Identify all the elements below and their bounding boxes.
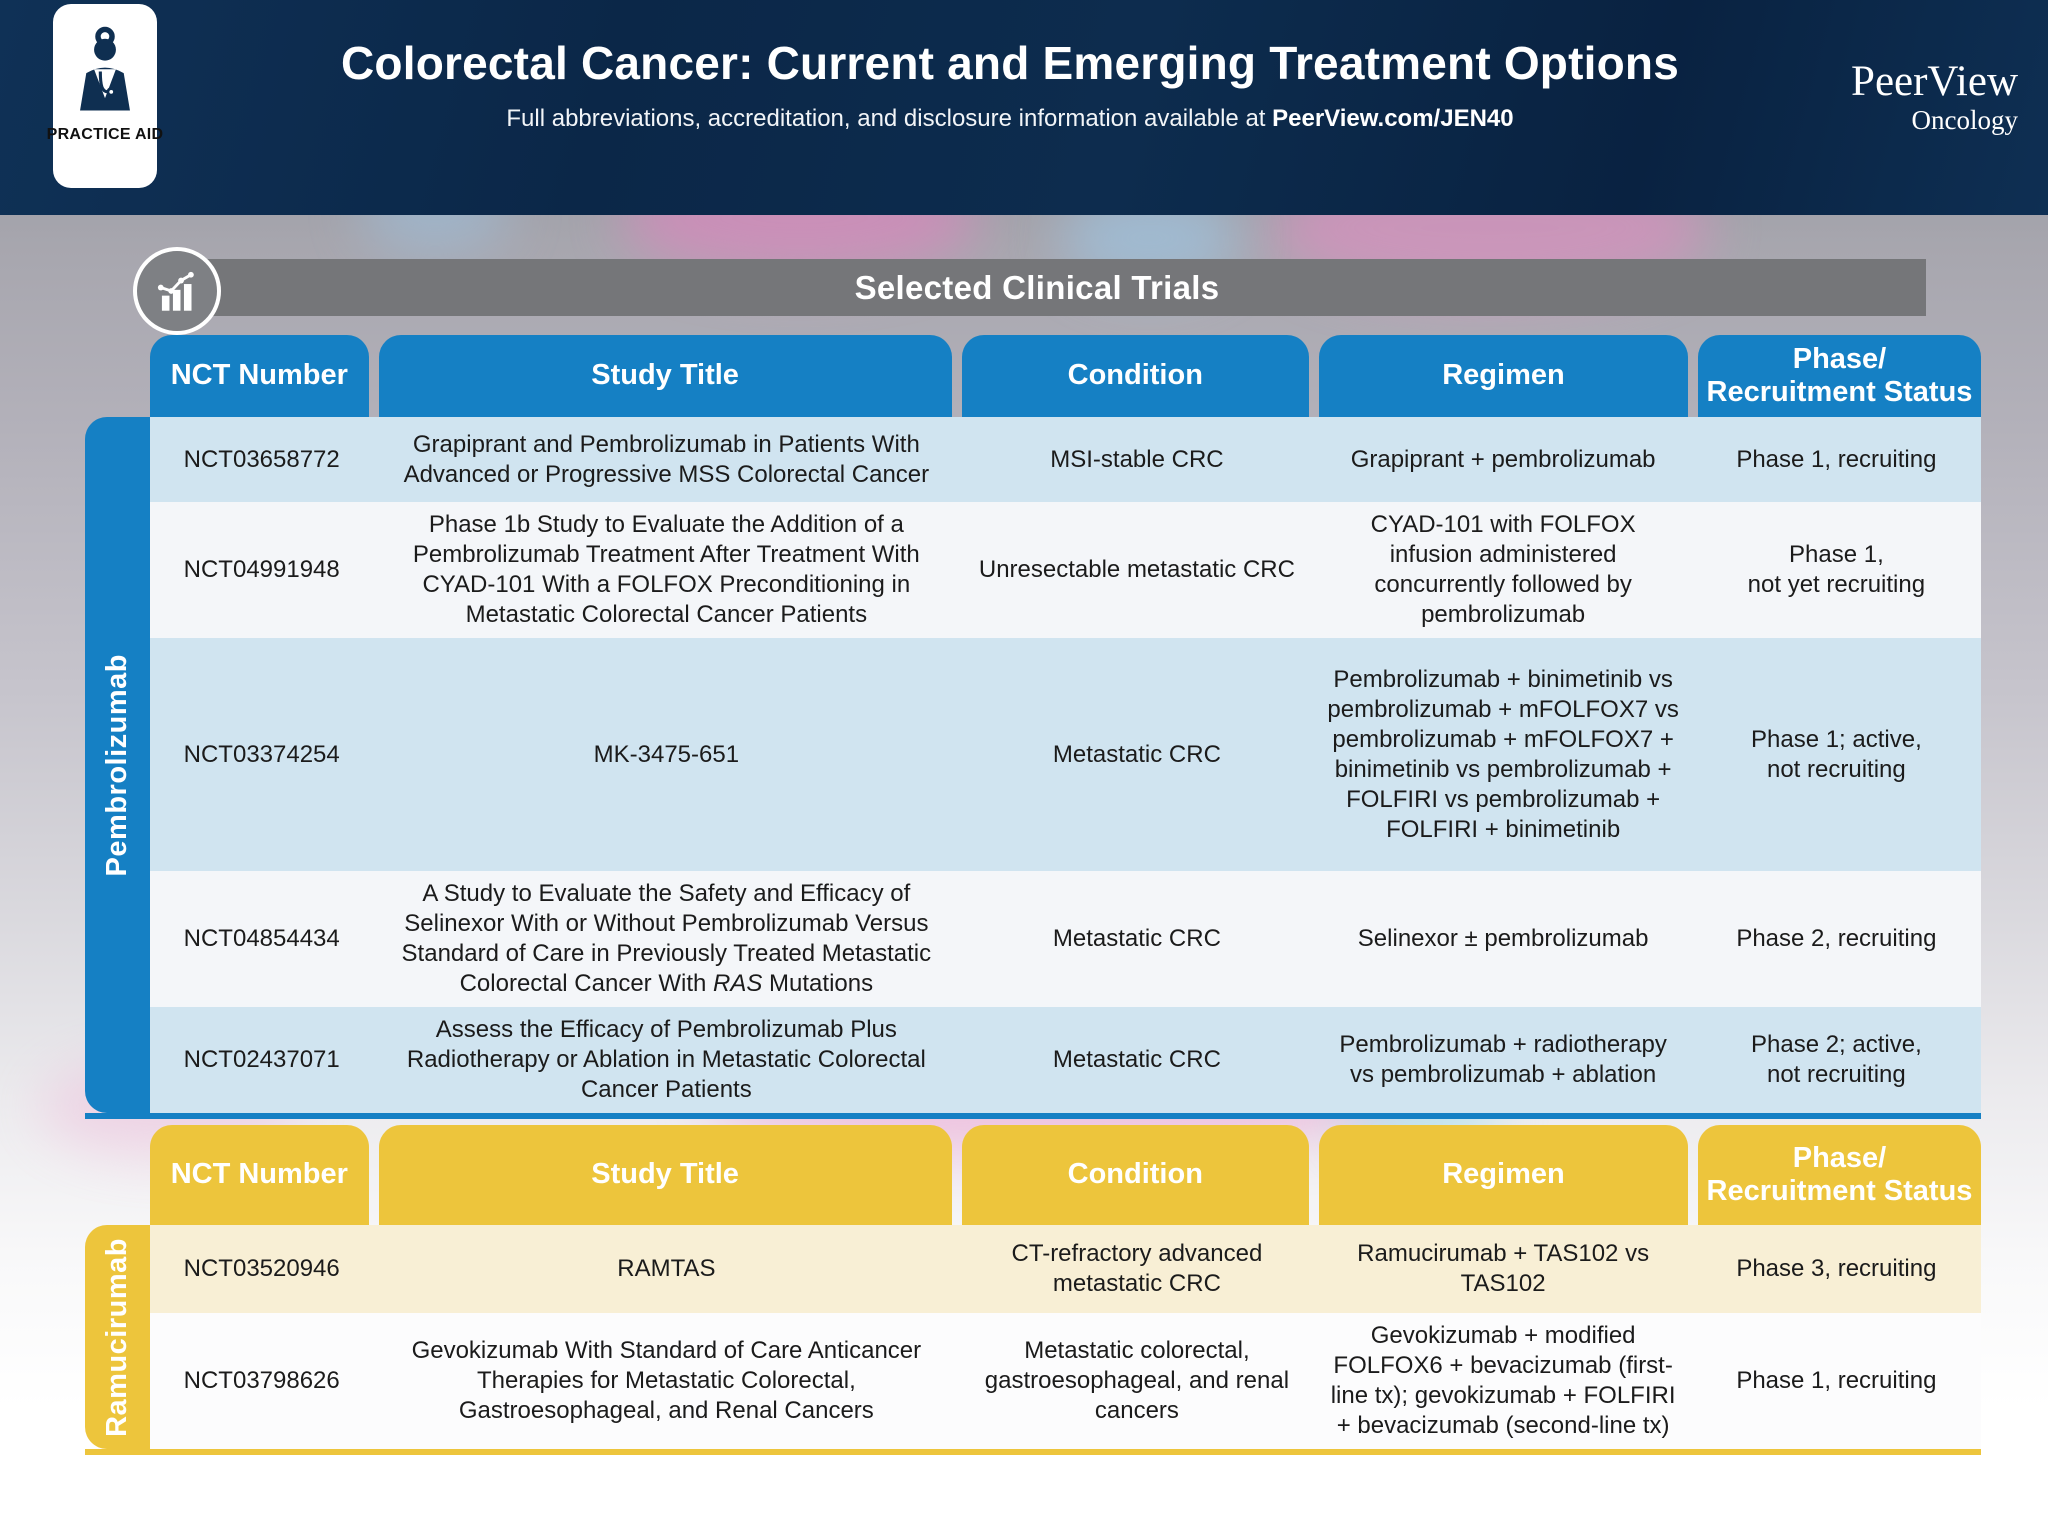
column-header-phase-status: Phase/ Recruitment Status — [1697, 1125, 1982, 1225]
phase-header-line1: Phase/ — [1792, 1141, 1887, 1174]
column-header-condition: Condition — [961, 1125, 1310, 1225]
table-header-row: NCT Number Study Title Condition Regimen… — [150, 1125, 1982, 1225]
column-header-nct-number: NCT Number — [150, 335, 369, 417]
group-label-pembrolizumab: Pembrolizumab — [85, 417, 150, 1113]
cell-regimen: Selinexor ± pembrolizumab — [1357, 925, 1649, 952]
cell-nct: NCT04991948 — [183, 556, 340, 583]
subtitle-link[interactable]: PeerView.com/JEN40 — [1272, 104, 1514, 132]
brand-subtitle: Oncology — [1911, 105, 2018, 135]
table-row: NCT03374254 MK-3475-651 Metastatic CRC P… — [150, 638, 1981, 871]
cell-phase-status: Phase 1, recruiting — [1736, 445, 1937, 473]
cell-study-title: Assess the Efficacy of Pembrolizumab Plu… — [406, 1016, 926, 1103]
doctor-stethoscope-icon — [80, 26, 130, 111]
header-titles: Colorectal Cancer: Current and Emerging … — [250, 38, 1770, 133]
column-header-regimen: Regimen — [1319, 335, 1688, 417]
table-row: NCT04991948 Phase 1b Study to Evaluate t… — [150, 502, 1981, 638]
cell-condition: Metastatic CRC — [1052, 740, 1221, 768]
table-row: NCT03520946 RAMTAS CT-refractory advance… — [150, 1225, 1981, 1313]
brand-name: PeerView — [1851, 58, 2018, 105]
cell-regimen: Grapiprant + pembrolizumab — [1350, 445, 1656, 473]
section-title: Selected Clinical Trials — [854, 268, 1220, 306]
cell-study-title: RAMTAS — [617, 1255, 716, 1282]
cell-condition: CT-refractory advanced metastatic CRC — [1011, 1240, 1263, 1297]
phase-header-line2: Recruitment Status — [1706, 376, 1973, 408]
study-title-gene: RAS — [713, 970, 763, 997]
column-header-phase-status: Phase/ Recruitment Status — [1697, 335, 1982, 417]
cell-regimen: Ramucirumab + TAS102 vs TAS102 — [1357, 1240, 1650, 1297]
cell-phase-status: Phase 2; active, not recruiting — [1750, 1031, 1922, 1088]
cell-phase-status: Phase 2, recruiting — [1736, 925, 1937, 952]
cell-condition: Metastatic CRC — [1052, 925, 1221, 952]
column-header-condition: Condition — [961, 335, 1310, 417]
section-banner: Selected Clinical Trials — [148, 259, 1926, 316]
trials-table-pembrolizumab: NCT Number Study Title Condition Regimen… — [85, 335, 1982, 1119]
study-title-text: Mutations — [762, 970, 874, 997]
cell-nct: NCT03658772 — [183, 445, 340, 473]
cell-nct: NCT04854434 — [183, 925, 340, 952]
cell-regimen: Gevokizumab + modified FOLFOX6 + bevaciz… — [1330, 1322, 1676, 1439]
cell-nct: NCT03374254 — [183, 740, 340, 768]
cell-regimen: Pembrolizumab + radiotherapy vs pembroli… — [1339, 1031, 1667, 1088]
cell-nct: NCT03798626 — [183, 1367, 340, 1394]
table-row: NCT04854434 A Study to Evaluate the Safe… — [150, 871, 1981, 1007]
practice-aid-badge: PRACTICE AID — [47, 4, 163, 188]
column-header-nct-number: NCT Number — [150, 1125, 369, 1225]
column-header-study-title: Study Title — [378, 1125, 952, 1225]
table-header-row: NCT Number Study Title Condition Regimen… — [150, 335, 1982, 417]
brand-logo: PeerView Oncology — [1851, 60, 2018, 134]
group-label-ramucirumab: Ramucirumab — [85, 1225, 150, 1449]
column-header-regimen: Regimen — [1319, 1125, 1688, 1225]
table-bottom-border — [85, 1113, 1981, 1119]
cell-regimen: Pembrolizumab + binimetinib vs pembroliz… — [1327, 665, 1679, 843]
cell-phase-status: Phase 1; active, not recruiting — [1750, 725, 1922, 783]
cell-nct: NCT02437071 — [183, 1046, 340, 1073]
cell-condition: Metastatic colorectal, gastroesophageal,… — [984, 1337, 1290, 1424]
cell-study-title: A Study to Evaluate the Safety and Effic… — [373, 871, 959, 1007]
page-subtitle: Full abbreviations, accreditation, and d… — [250, 105, 1770, 133]
page-title: Colorectal Cancer: Current and Emerging … — [341, 37, 1679, 89]
cell-study-title: Grapiprant and Pembrolizumab in Patients… — [403, 430, 930, 488]
phase-header-line2: Recruitment Status — [1706, 1175, 1973, 1207]
cell-condition: Unresectable metastatic CRC — [978, 556, 1295, 583]
top-header: PRACTICE AID Colorectal Cancer: Current … — [0, 0, 2048, 215]
cell-study-title: Phase 1b Study to Evaluate the Addition … — [412, 511, 920, 628]
cell-condition: Metastatic CRC — [1052, 1046, 1221, 1073]
badge-label: PRACTICE AID — [46, 126, 164, 143]
chart-increase-icon — [133, 247, 221, 335]
cell-study-title: MK-3475-651 — [593, 740, 740, 768]
subtitle-text: Full abbreviations, accreditation, and d… — [506, 104, 1273, 132]
cell-nct: NCT03520946 — [183, 1255, 340, 1282]
table-row: NCT03658772 Grapiprant and Pembrolizumab… — [150, 417, 1981, 502]
cell-regimen: CYAD-101 with FOLFOX infusion administer… — [1370, 511, 1636, 628]
cell-condition: MSI-stable CRC — [1050, 445, 1224, 473]
table-row: NCT03798626 Gevokizumab With Standard of… — [150, 1313, 1981, 1449]
cell-phase-status: Phase 3, recruiting — [1736, 1255, 1937, 1282]
trials-table-ramucirumab: NCT Number Study Title Condition Regimen… — [85, 1125, 1982, 1455]
column-header-study-title: Study Title — [378, 335, 952, 417]
cell-study-title: Gevokizumab With Standard of Care Antica… — [411, 1337, 922, 1424]
table-bottom-border — [85, 1449, 1981, 1455]
phase-header-line1: Phase/ — [1792, 342, 1887, 375]
cell-phase-status: Phase 1, not yet recruiting — [1747, 541, 1926, 598]
cell-phase-status: Phase 1, recruiting — [1736, 1367, 1937, 1394]
study-title-text: A Study to Evaluate the Safety and Effic… — [401, 880, 932, 997]
table-row: NCT02437071 Assess the Efficacy of Pembr… — [150, 1007, 1981, 1113]
